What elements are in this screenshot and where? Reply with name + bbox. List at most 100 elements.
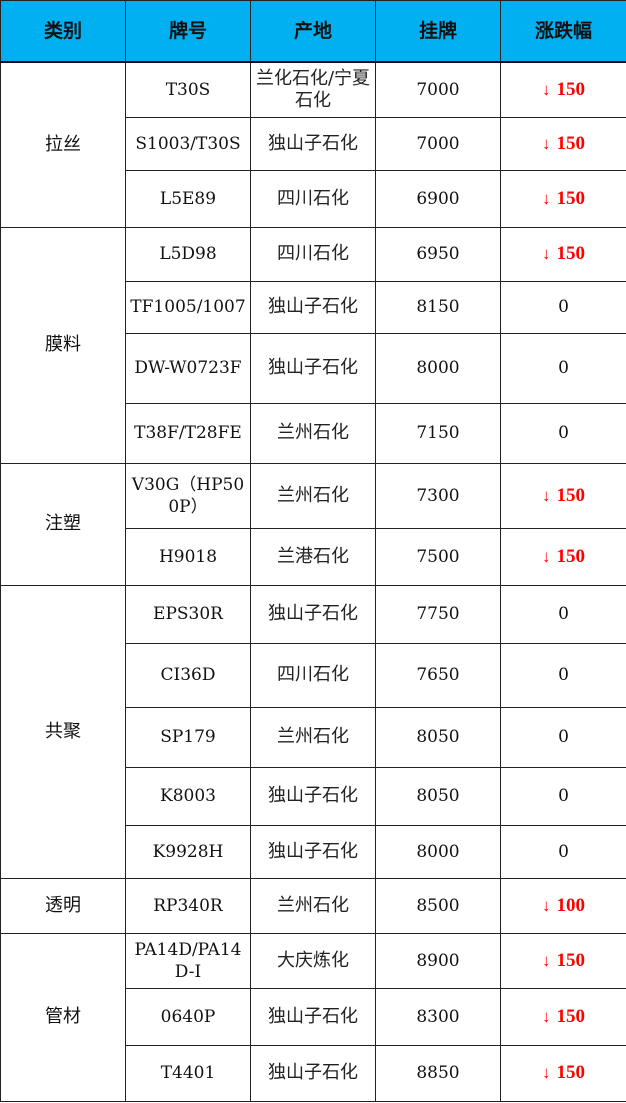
header-row: 类别 牌号 产地 挂牌 涨跌幅 (0, 0, 626, 63)
origin-cell: 四川石化 (250, 642, 376, 708)
change-cell: 0 (500, 280, 626, 334)
category-cell: 透明 (0, 877, 126, 934)
grade-cell: S1003/T30S (125, 116, 251, 171)
price-cell: 8500 (375, 877, 501, 934)
grade-cell: T30S (125, 61, 251, 118)
price-cell: 8000 (375, 824, 501, 879)
price-cell: 7300 (375, 462, 501, 529)
down-arrow-icon: ↓ (542, 188, 551, 208)
header-origin: 产地 (250, 0, 376, 63)
grade-cell: 0640P (125, 987, 251, 1046)
change-cell: ↓ 150 (500, 169, 626, 228)
table-row: H9018 兰港石化 7500 ↓ 150 (1, 527, 626, 586)
grade-cell: CI36D (125, 642, 251, 708)
grade-cell: RP340R (125, 877, 251, 934)
table-row: L5E89 四川石化 6900 ↓ 150 (1, 169, 626, 228)
down-arrow-icon: ↓ (542, 244, 551, 263)
change-value: 150 (556, 484, 586, 506)
change-value: 150 (556, 1062, 586, 1083)
header-change: 涨跌幅 (500, 0, 626, 63)
origin-cell: 兰州石化 (250, 706, 376, 768)
price-cell: 8050 (375, 706, 501, 768)
table-row: TF1005/1007 独山子石化 8150 0 (1, 280, 626, 334)
origin-cell: 独山子石化 (250, 1044, 376, 1102)
grade-cell: K8003 (125, 766, 251, 826)
down-arrow-icon: ↓ (542, 950, 551, 970)
price-cell: 6900 (375, 169, 501, 228)
table-row: 0640P 独山子石化 8300 ↓ 150 (1, 987, 626, 1046)
grade-cell: T4401 (125, 1044, 251, 1102)
change-value: 100 (556, 894, 586, 916)
change-value: 150 (556, 545, 586, 567)
origin-cell: 独山子石化 (250, 824, 376, 879)
price-cell: 8850 (375, 1044, 501, 1102)
table-row: CI36D 四川石化 7650 0 (1, 642, 626, 708)
change-value: 150 (556, 132, 586, 154)
table-row: SP179 兰州石化 8050 0 (1, 706, 626, 768)
change-cell: ↓ 150 (500, 1044, 626, 1102)
price-cell: 7150 (375, 402, 501, 464)
table-row: S1003/T30S 独山子石化 7000 ↓ 150 (1, 116, 626, 171)
price-cell: 7000 (375, 61, 501, 118)
origin-cell: 兰州石化 (250, 462, 376, 529)
grade-cell: PA14D/PA14D-I (125, 932, 251, 989)
change-cell: ↓ 150 (500, 61, 626, 118)
change-cell: 0 (500, 642, 626, 708)
origin-cell: 四川石化 (250, 169, 376, 228)
price-cell: 8300 (375, 987, 501, 1046)
down-arrow-icon: ↓ (542, 546, 551, 566)
origin-cell: 独山子石化 (250, 584, 376, 644)
grade-cell: SP179 (125, 706, 251, 768)
table-row: 注塑 V30G（HP500P） 兰州石化 7300 ↓ 150 (0, 462, 626, 586)
category-cell: 共聚 (0, 584, 126, 879)
table-row: K8003 独山子石化 8050 0 (1, 766, 626, 826)
change-cell: ↓ 150 (500, 987, 626, 1046)
change-value: 150 (556, 1005, 586, 1027)
origin-cell: 兰州石化 (250, 402, 376, 464)
change-cell: ↓ 150 (500, 226, 626, 282)
down-arrow-icon: ↓ (542, 79, 551, 99)
grade-cell: K9928H (125, 824, 251, 879)
origin-cell: 兰化石化/宁夏石化 (250, 61, 376, 118)
price-cell: 7650 (375, 642, 501, 708)
origin-cell: 四川石化 (250, 226, 376, 282)
down-arrow-icon: ↓ (542, 1006, 551, 1026)
table-row: T4401 独山子石化 8850 ↓ 150 (1, 1044, 626, 1102)
category-cell: 管材 (0, 932, 126, 1102)
price-cell: 8900 (375, 932, 501, 989)
change-value: 150 (556, 187, 586, 209)
table-row: K9928H 独山子石化 8000 0 (1, 824, 626, 879)
down-arrow-icon: ↓ (542, 895, 551, 915)
change-value: 150 (556, 243, 586, 264)
price-cell: 8050 (375, 766, 501, 826)
grade-cell: V30G（HP500P） (125, 462, 251, 529)
price-cell: 8150 (375, 280, 501, 334)
table-row: 透明 RP340R 兰州石化 8500 ↓ 100 (0, 877, 626, 934)
header-grade: 牌号 (125, 0, 251, 63)
change-cell: 0 (500, 766, 626, 826)
price-cell: 6950 (375, 226, 501, 282)
header-category: 类别 (0, 0, 126, 63)
down-arrow-icon: ↓ (542, 133, 551, 153)
price-cell: 7500 (375, 527, 501, 586)
change-cell: 0 (500, 706, 626, 768)
change-value: 150 (556, 78, 586, 100)
price-cell: 7750 (375, 584, 501, 644)
grade-cell: EPS30R (125, 584, 251, 644)
down-arrow-icon: ↓ (542, 485, 551, 505)
table-row: 管材 PA14D/PA14D-I 大庆炼化 8900 ↓ 150 (0, 932, 626, 1102)
grade-cell: TF1005/1007 (125, 280, 251, 334)
origin-cell: 独山子石化 (250, 987, 376, 1046)
change-cell: ↓ 150 (500, 527, 626, 586)
origin-cell: 兰州石化 (250, 877, 376, 934)
change-value: 150 (556, 949, 586, 971)
category-cell: 注塑 (0, 462, 126, 586)
change-cell: ↓ 100 (500, 877, 626, 934)
change-cell: 0 (500, 824, 626, 879)
change-cell: 0 (500, 332, 626, 404)
grade-cell: L5E89 (125, 169, 251, 228)
origin-cell: 独山子石化 (250, 766, 376, 826)
down-arrow-icon: ↓ (542, 1063, 551, 1082)
table-row: 拉丝 T30S 兰化石化/宁夏石化 7000 ↓ 150 (0, 61, 626, 228)
